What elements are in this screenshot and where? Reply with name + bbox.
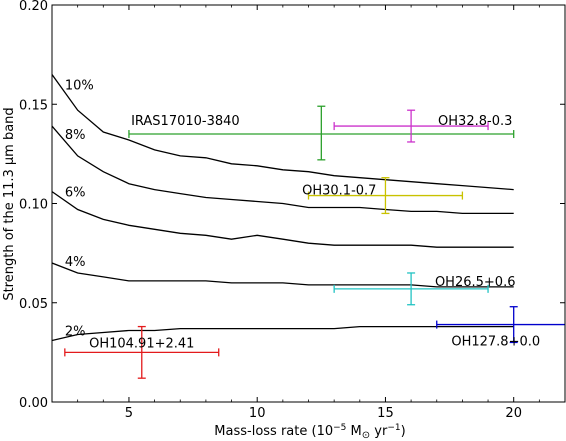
y-tick-label: 0.00 <box>19 396 48 411</box>
x-tick-label: 15 <box>377 406 394 421</box>
curve-label: 2% <box>65 325 86 340</box>
axes: 5 10 15 20 0.00 0.05 0.10 0.15 0.20 <box>19 0 566 421</box>
x-tick-label: 10 <box>249 406 266 421</box>
error-point <box>307 177 464 215</box>
model-curve-6% <box>52 191 514 248</box>
source-label: OH32.8-0.3 <box>438 114 512 129</box>
plot-area: 10% 8% 6% 4% 2% IRAS17010-3840 OH32.8-0.3 OH30.… <box>52 74 565 379</box>
error-point <box>436 306 565 344</box>
source-label: OH127.8+0.0 <box>451 334 540 349</box>
curve-label: 4% <box>65 255 86 270</box>
error-point <box>333 272 489 306</box>
error-point <box>128 105 515 161</box>
model-curve-4% <box>52 262 514 288</box>
source-label: OH30.1-0.7 <box>302 184 376 199</box>
curve-label: 6% <box>65 186 86 201</box>
y-tick-label: 0.05 <box>19 297 48 312</box>
x-tick-label: 5 <box>125 406 133 421</box>
error-point <box>333 109 489 143</box>
error-point <box>64 325 220 379</box>
model-curve-10% <box>52 74 514 191</box>
y-axis-label: Strength of the 11.3 μm band <box>2 107 17 300</box>
y-tick-label: 0.20 <box>19 0 48 14</box>
source-label: IRAS17010-3840 <box>131 114 240 129</box>
y-tick-label: 0.10 <box>19 198 48 213</box>
y-tick-label: 0.15 <box>19 98 48 113</box>
model-curve-8% <box>52 125 514 215</box>
source-label: OH104.91+2.41 <box>89 336 194 351</box>
source-label: OH26.5+0.6 <box>435 275 516 290</box>
x-tick-label: 20 <box>505 406 522 421</box>
curve-label: 8% <box>65 128 86 143</box>
x-axis-label: Mass-loss rate (10−5 M⊙ yr−1) <box>214 423 405 441</box>
curve-label: 10% <box>65 78 94 93</box>
plot-clip-group <box>52 74 565 379</box>
